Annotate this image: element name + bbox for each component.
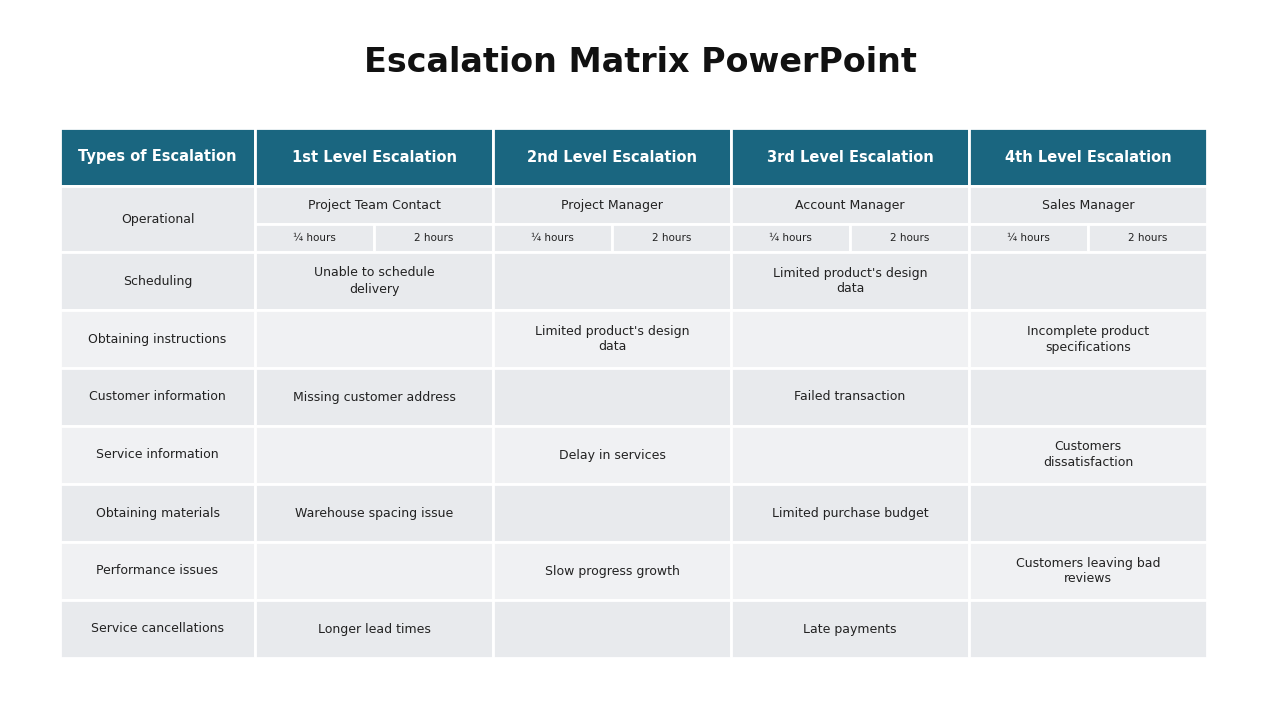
Bar — [612, 224, 731, 252]
Text: ¼ hours: ¼ hours — [1007, 233, 1050, 243]
Bar — [493, 224, 612, 252]
Bar — [731, 542, 969, 600]
Bar — [1088, 224, 1207, 252]
Bar — [493, 368, 731, 426]
Bar — [731, 368, 969, 426]
Bar — [493, 310, 731, 368]
Bar — [969, 186, 1207, 224]
Bar — [493, 542, 731, 600]
Bar — [969, 600, 1207, 658]
Bar — [731, 310, 969, 368]
Bar — [969, 368, 1207, 426]
Bar — [969, 224, 1088, 252]
Text: ¼ hours: ¼ hours — [293, 233, 335, 243]
Bar — [60, 252, 255, 310]
Text: Service information: Service information — [96, 449, 219, 462]
Bar — [255, 310, 493, 368]
Text: Performance issues: Performance issues — [96, 564, 219, 577]
Text: 2 hours: 2 hours — [652, 233, 691, 243]
Bar — [731, 426, 969, 484]
Bar — [493, 186, 731, 224]
Bar — [255, 484, 493, 542]
Text: Customer information: Customer information — [90, 390, 225, 403]
Text: Scheduling: Scheduling — [123, 274, 192, 287]
Bar — [969, 484, 1207, 542]
Bar — [255, 542, 493, 600]
Bar — [969, 310, 1207, 368]
Bar — [60, 310, 255, 368]
Bar — [374, 224, 493, 252]
Text: Project Team Contact: Project Team Contact — [307, 199, 440, 212]
Bar — [731, 128, 969, 186]
Text: Slow progress growth: Slow progress growth — [544, 564, 680, 577]
Bar — [969, 128, 1207, 186]
Bar — [255, 426, 493, 484]
Bar — [731, 186, 969, 224]
Text: 2 hours: 2 hours — [413, 233, 453, 243]
Bar — [255, 368, 493, 426]
Text: Failed transaction: Failed transaction — [795, 390, 906, 403]
Text: 4th Level Escalation: 4th Level Escalation — [1005, 150, 1171, 164]
Text: Unable to schedule
delivery: Unable to schedule delivery — [314, 266, 434, 295]
Bar — [255, 128, 493, 186]
Text: Account Manager: Account Manager — [795, 199, 905, 212]
Bar — [60, 186, 255, 252]
Text: 2 hours: 2 hours — [1128, 233, 1167, 243]
Bar — [493, 128, 731, 186]
Text: ¼ hours: ¼ hours — [531, 233, 573, 243]
Text: Limited product's design
data: Limited product's design data — [773, 266, 927, 295]
Bar — [493, 484, 731, 542]
Bar — [60, 426, 255, 484]
Text: Project Manager: Project Manager — [561, 199, 663, 212]
Text: Limited purchase budget: Limited purchase budget — [772, 506, 928, 520]
Bar — [255, 252, 493, 310]
Text: Warehouse spacing issue: Warehouse spacing issue — [294, 506, 453, 520]
Text: Escalation Matrix PowerPoint: Escalation Matrix PowerPoint — [364, 45, 916, 78]
Bar — [493, 600, 731, 658]
Bar — [255, 224, 374, 252]
Bar — [60, 600, 255, 658]
Text: Operational: Operational — [120, 212, 195, 225]
Text: Limited product's design
data: Limited product's design data — [535, 325, 689, 354]
Text: Late payments: Late payments — [804, 623, 897, 636]
Text: Service cancellations: Service cancellations — [91, 623, 224, 636]
Text: Longer lead times: Longer lead times — [317, 623, 430, 636]
Bar — [255, 186, 493, 224]
Bar — [255, 600, 493, 658]
Text: 1st Level Escalation: 1st Level Escalation — [292, 150, 457, 164]
Text: 2nd Level Escalation: 2nd Level Escalation — [527, 150, 698, 164]
Text: Types of Escalation: Types of Escalation — [78, 150, 237, 164]
Text: Delay in services: Delay in services — [558, 449, 666, 462]
Text: Obtaining instructions: Obtaining instructions — [88, 333, 227, 346]
Bar — [493, 252, 731, 310]
Bar — [731, 224, 850, 252]
Text: Customers
dissatisfaction: Customers dissatisfaction — [1043, 441, 1133, 469]
Bar — [969, 252, 1207, 310]
Text: ¼ hours: ¼ hours — [769, 233, 812, 243]
Bar — [969, 426, 1207, 484]
Bar — [60, 128, 255, 186]
Bar — [60, 368, 255, 426]
Text: Missing customer address: Missing customer address — [293, 390, 456, 403]
Bar — [731, 484, 969, 542]
Bar — [731, 600, 969, 658]
Bar — [969, 542, 1207, 600]
Text: Sales Manager: Sales Manager — [1042, 199, 1134, 212]
Bar — [60, 542, 255, 600]
Text: 2 hours: 2 hours — [890, 233, 929, 243]
Text: 3rd Level Escalation: 3rd Level Escalation — [767, 150, 933, 164]
Bar — [493, 426, 731, 484]
Bar — [731, 252, 969, 310]
Text: Customers leaving bad
reviews: Customers leaving bad reviews — [1016, 557, 1160, 585]
Bar — [850, 224, 969, 252]
Text: Incomplete product
specifications: Incomplete product specifications — [1027, 325, 1149, 354]
Text: Obtaining materials: Obtaining materials — [96, 506, 219, 520]
Bar — [60, 484, 255, 542]
